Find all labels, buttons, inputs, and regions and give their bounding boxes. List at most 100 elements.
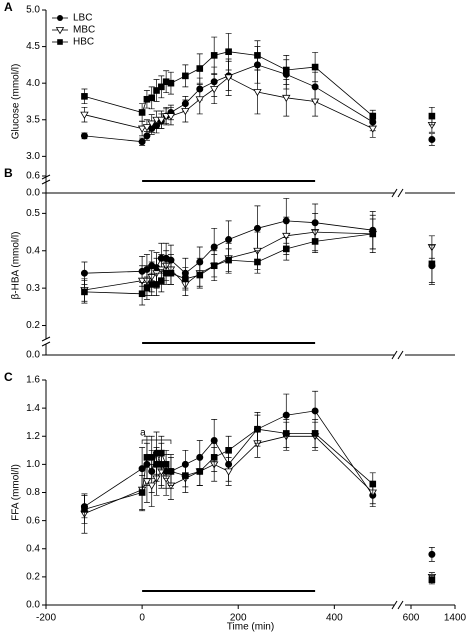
marker xyxy=(158,277,165,284)
axis-break xyxy=(391,600,398,610)
marker xyxy=(282,411,290,419)
y-tick-label: 0.6 xyxy=(26,515,40,526)
marker xyxy=(182,472,189,479)
marker xyxy=(148,94,156,102)
marker xyxy=(254,52,261,59)
axis-break xyxy=(41,341,51,347)
marker xyxy=(428,260,436,268)
marker xyxy=(282,232,291,241)
marker xyxy=(210,243,218,251)
marker xyxy=(369,112,377,120)
y-tick-label: 5.0 xyxy=(26,5,40,16)
y-tick-label: 0.5 xyxy=(26,208,40,219)
marker xyxy=(224,468,233,476)
marker xyxy=(167,269,175,277)
marker xyxy=(138,109,146,116)
marker xyxy=(142,124,152,132)
marker xyxy=(428,550,436,558)
legend-marker xyxy=(57,39,63,45)
y-tick-label: 0.2 xyxy=(26,320,40,331)
marker xyxy=(282,66,290,74)
marker xyxy=(157,116,166,125)
marker xyxy=(158,449,165,457)
axis-break xyxy=(391,188,398,198)
axis-break xyxy=(397,600,404,610)
marker xyxy=(224,74,233,82)
marker xyxy=(81,506,88,513)
axis-break xyxy=(397,350,404,360)
marker xyxy=(80,111,89,119)
x-tick-label: 200 xyxy=(230,613,247,624)
marker xyxy=(167,79,175,87)
marker xyxy=(225,236,233,244)
marker xyxy=(311,407,319,415)
marker xyxy=(143,284,151,292)
marker xyxy=(253,224,261,232)
series-line xyxy=(84,77,432,128)
marker xyxy=(282,94,291,103)
y-tick-label: 3.5 xyxy=(26,114,40,125)
marker xyxy=(195,96,204,104)
marker xyxy=(369,480,377,488)
legend-label: MBC xyxy=(73,25,95,36)
marker xyxy=(158,83,165,91)
y-tick-label: 0.4 xyxy=(26,245,40,256)
x-tick-label: 1400 xyxy=(444,613,467,624)
y-tick-label: 0.0 xyxy=(26,600,40,611)
marker xyxy=(210,52,218,59)
marker xyxy=(368,125,377,133)
y-tick-label: 1.0 xyxy=(26,459,40,470)
y-tick-label: 3.0 xyxy=(26,151,40,162)
marker xyxy=(182,72,189,80)
marker xyxy=(428,576,436,583)
marker xyxy=(225,256,232,264)
y-tick-label: 0.4 xyxy=(26,543,40,554)
marker xyxy=(167,468,175,475)
marker xyxy=(225,48,232,56)
marker xyxy=(138,489,146,496)
y-tick-label: 0.3 xyxy=(26,283,40,294)
panel-letter: C xyxy=(4,370,13,384)
marker xyxy=(209,86,219,94)
marker xyxy=(210,436,218,444)
marker xyxy=(196,65,204,72)
marker xyxy=(137,125,147,133)
series-line xyxy=(84,429,432,580)
axis-break xyxy=(391,350,398,360)
x-axis-label: Time (min) xyxy=(227,622,274,633)
marker xyxy=(196,468,204,475)
marker xyxy=(81,288,88,296)
marker xyxy=(196,271,204,279)
marker xyxy=(282,430,290,437)
marker xyxy=(181,108,190,116)
legend-marker xyxy=(57,15,63,21)
marker xyxy=(153,461,160,468)
y-tick-label: 1.4 xyxy=(26,403,40,414)
marker xyxy=(210,454,218,461)
axis-break xyxy=(41,336,51,342)
x-tick-label: 400 xyxy=(326,613,343,624)
y-tick-label: 4.5 xyxy=(26,41,40,52)
marker xyxy=(138,290,146,298)
x-tick-label: 600 xyxy=(403,613,420,624)
marker xyxy=(162,461,170,468)
y-tick-label: 0.8 xyxy=(26,487,40,498)
y-axis-label: β-HBA (mmol/l) xyxy=(11,232,22,300)
y-tick-label: 1.6 xyxy=(26,375,40,386)
marker xyxy=(428,112,436,120)
marker xyxy=(210,262,218,270)
marker xyxy=(138,138,146,146)
marker xyxy=(253,89,262,97)
marker xyxy=(80,269,88,277)
marker xyxy=(369,230,377,238)
marker xyxy=(310,98,320,106)
marker xyxy=(81,93,88,100)
panel-letter: B xyxy=(4,166,13,180)
marker xyxy=(225,447,232,454)
legend-label: HBC xyxy=(73,37,94,48)
panel-letter: A xyxy=(4,0,13,14)
marker xyxy=(428,136,436,144)
marker xyxy=(153,87,160,94)
marker xyxy=(311,63,319,71)
